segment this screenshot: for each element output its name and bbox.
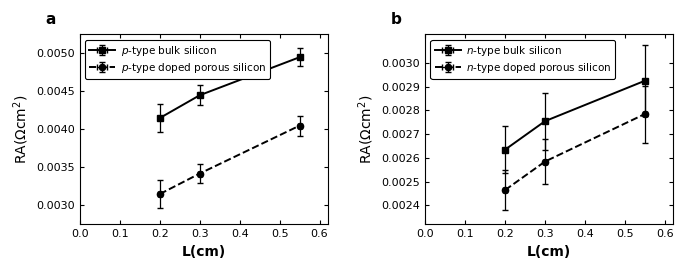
X-axis label: L(cm): L(cm) [527,245,571,259]
Legend: $p$-type bulk silicon, $p$-type doped porous silicon: $p$-type bulk silicon, $p$-type doped po… [85,40,270,79]
X-axis label: L(cm): L(cm) [182,245,226,259]
Text: a: a [45,12,55,27]
Text: b: b [390,12,401,27]
Y-axis label: RA(Ωcm$^2$): RA(Ωcm$^2$) [11,95,31,164]
Y-axis label: RA(Ωcm$^2$): RA(Ωcm$^2$) [356,95,376,164]
Legend: $n$-type bulk silicon, $n$-type doped porous silicon: $n$-type bulk silicon, $n$-type doped po… [430,40,615,79]
